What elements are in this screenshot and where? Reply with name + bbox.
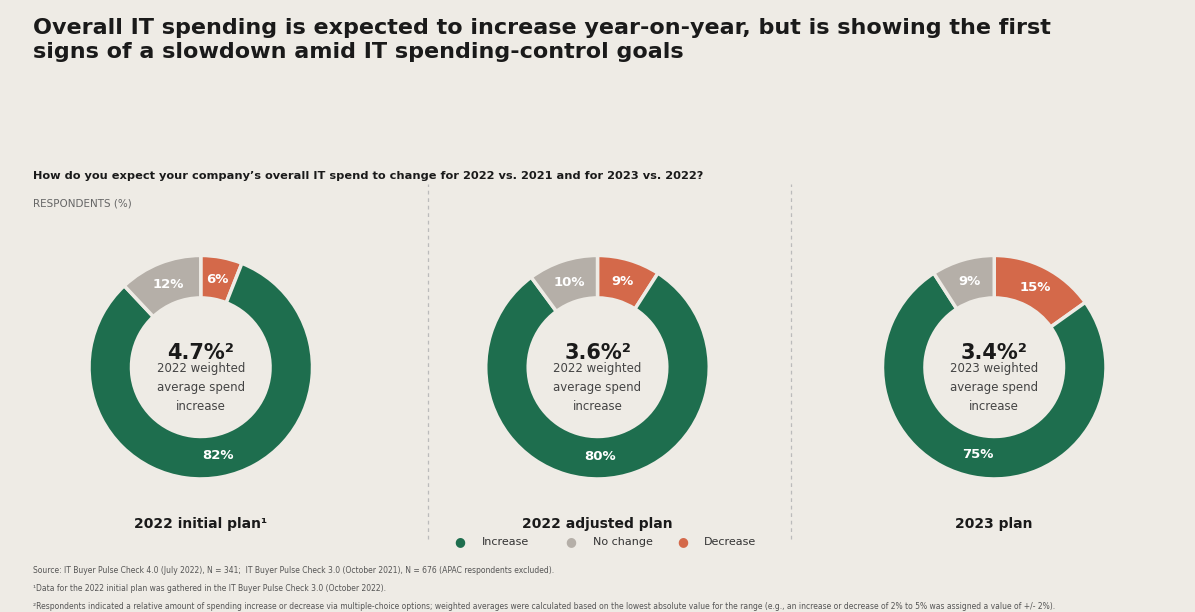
Text: ●: ● xyxy=(565,535,577,548)
Text: 75%: 75% xyxy=(962,449,993,461)
Wedge shape xyxy=(598,255,658,309)
Text: 9%: 9% xyxy=(958,275,980,288)
Text: Decrease: Decrease xyxy=(704,537,756,547)
Wedge shape xyxy=(994,255,1085,327)
Wedge shape xyxy=(882,273,1107,479)
Text: 2022 weighted
average spend
increase: 2022 weighted average spend increase xyxy=(157,362,245,413)
Text: ²Respondents indicated a relative amount of spending increase or decrease via mu: ²Respondents indicated a relative amount… xyxy=(33,602,1055,611)
Text: 3.6%²: 3.6%² xyxy=(564,343,631,363)
Text: 10%: 10% xyxy=(553,276,586,289)
Text: Source: IT Buyer Pulse Check 4.0 (July 2022), N = 341;  IT Buyer Pulse Check 3.0: Source: IT Buyer Pulse Check 4.0 (July 2… xyxy=(33,566,554,575)
Text: 3.4%²: 3.4%² xyxy=(961,343,1028,363)
Text: ¹Data for the 2022 initial plan was gathered in the IT Buyer Pulse Check 3.0 (Oc: ¹Data for the 2022 initial plan was gath… xyxy=(33,584,386,594)
Text: 6%: 6% xyxy=(207,273,228,286)
Text: 2022 adjusted plan: 2022 adjusted plan xyxy=(522,517,673,531)
Wedge shape xyxy=(485,273,710,479)
Wedge shape xyxy=(933,255,994,309)
Text: 12%: 12% xyxy=(152,278,184,291)
Text: RESPONDENTS (%): RESPONDENTS (%) xyxy=(33,199,133,209)
Text: 15%: 15% xyxy=(1019,282,1050,294)
Text: 2022 initial plan¹: 2022 initial plan¹ xyxy=(134,517,268,531)
Wedge shape xyxy=(532,255,598,312)
Text: ●: ● xyxy=(454,535,466,548)
Text: 4.7%²: 4.7%² xyxy=(167,343,234,363)
Text: ●: ● xyxy=(676,535,688,548)
Text: 2022 weighted
average spend
increase: 2022 weighted average spend increase xyxy=(553,362,642,413)
Wedge shape xyxy=(88,263,313,479)
Text: How do you expect your company’s overall IT spend to change for 2022 vs. 2021 an: How do you expect your company’s overall… xyxy=(33,171,704,181)
Text: No change: No change xyxy=(593,537,652,547)
Text: 82%: 82% xyxy=(202,449,233,461)
Text: 2023 weighted
average spend
increase: 2023 weighted average spend increase xyxy=(950,362,1038,413)
Text: Overall IT spending is expected to increase year-on-year, but is showing the fir: Overall IT spending is expected to incre… xyxy=(33,18,1052,62)
Text: 2023 plan: 2023 plan xyxy=(956,517,1032,531)
Text: 80%: 80% xyxy=(584,450,617,463)
Text: Increase: Increase xyxy=(482,537,529,547)
Wedge shape xyxy=(201,255,241,303)
Text: 9%: 9% xyxy=(612,275,633,288)
Wedge shape xyxy=(124,255,201,316)
